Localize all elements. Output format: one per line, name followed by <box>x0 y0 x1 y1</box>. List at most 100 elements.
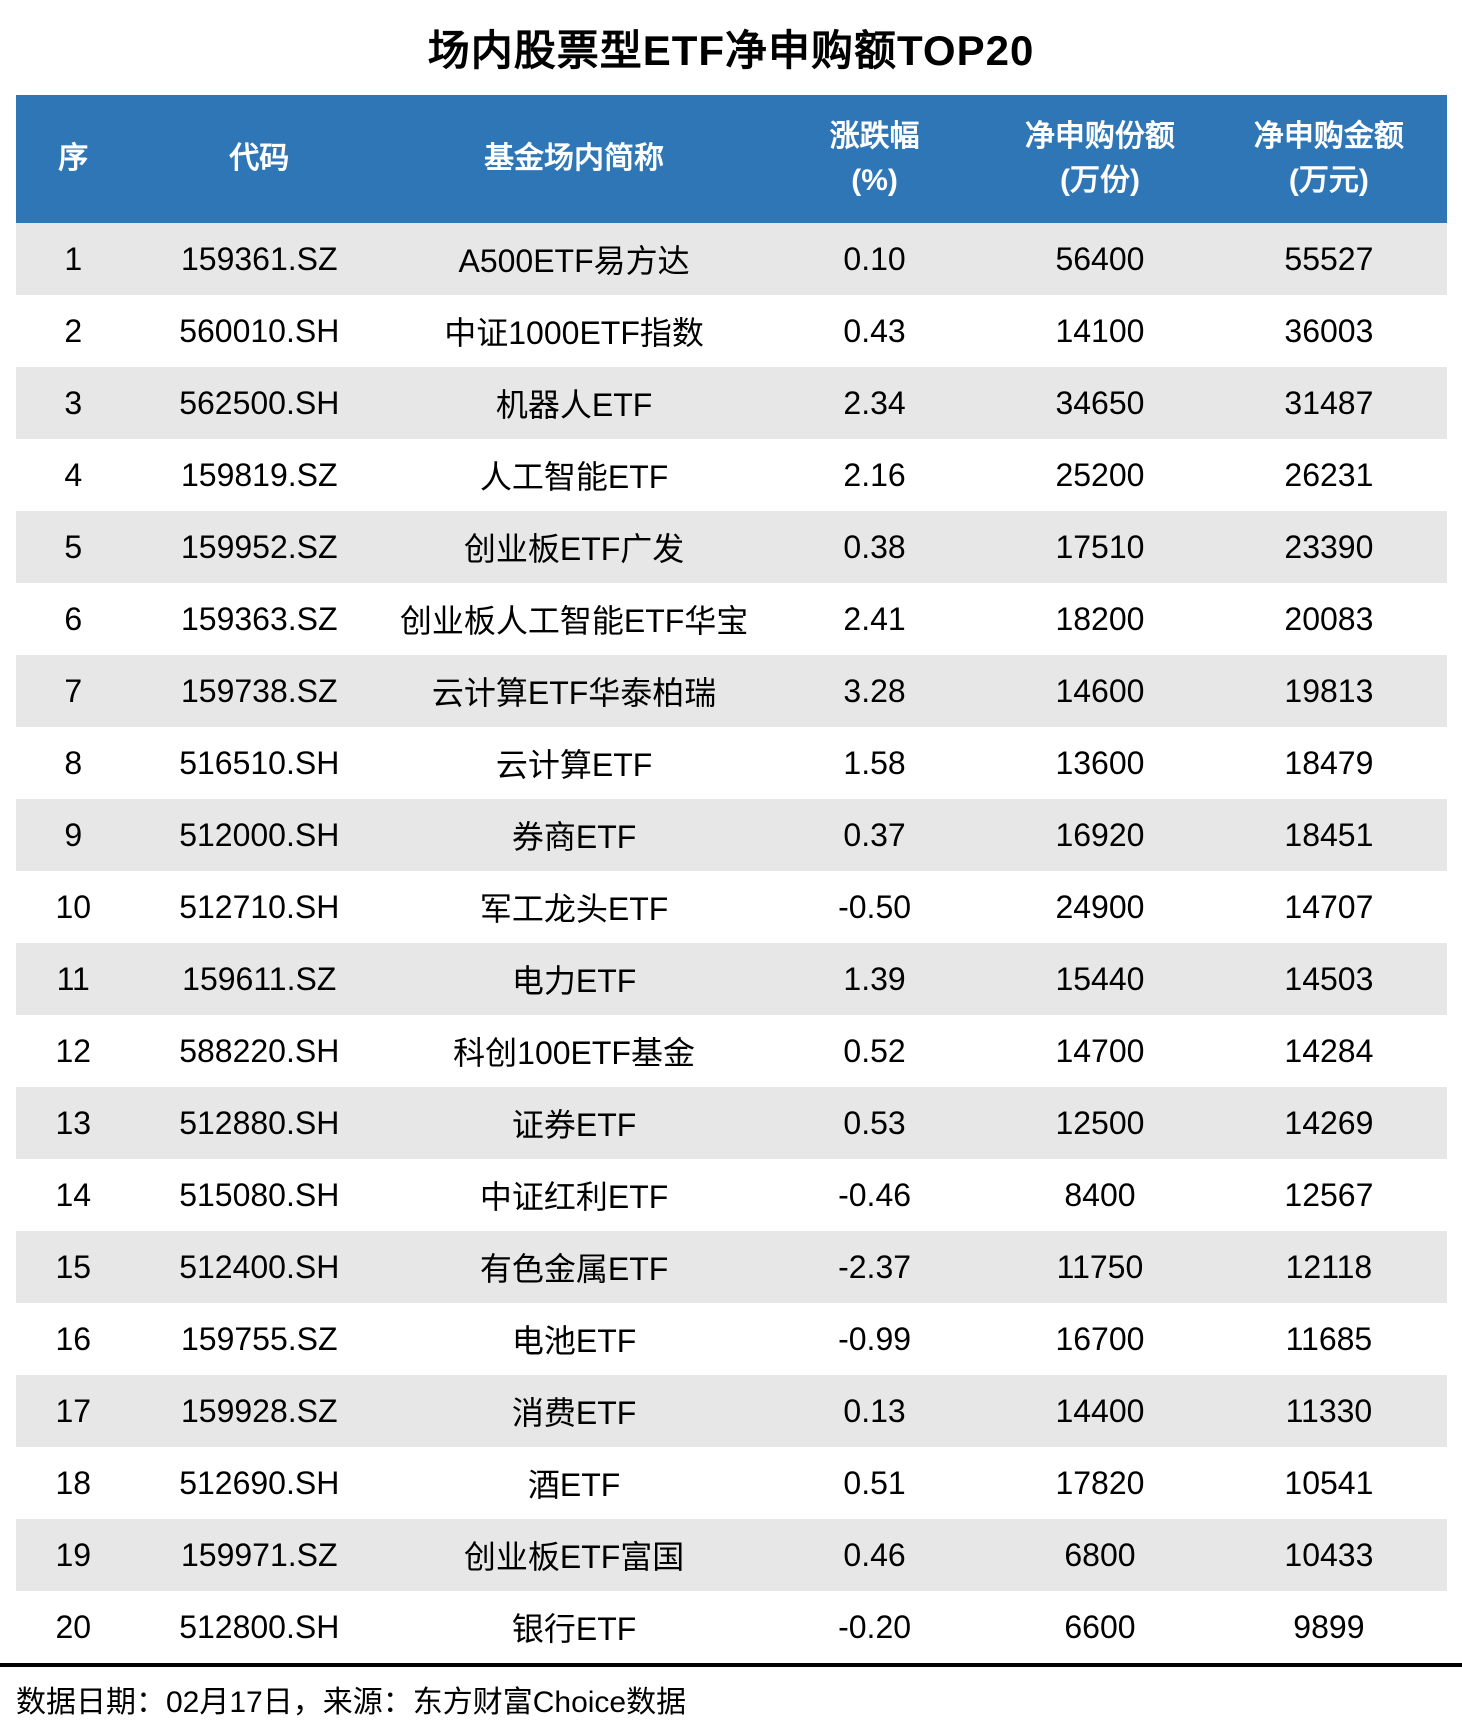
fund-name-cell: 创业板ETF广发 <box>463 531 685 567</box>
amount-cell: 11330 <box>1285 1392 1373 1429</box>
shares-cell: 14700 <box>1055 1032 1145 1069</box>
table-row: 6 159363.SZ 创业板人工智能ETF华宝 2.41 18200 20083 <box>16 583 1447 655</box>
shares-cell: 34650 <box>1055 384 1145 421</box>
rank-cell: 7 <box>64 672 83 709</box>
code-cell: 512400.SH <box>179 1248 340 1285</box>
rank-cell: 9 <box>64 816 83 853</box>
amount-cell: 14707 <box>1284 888 1374 925</box>
table-row: 3 562500.SH 机器人ETF 2.34 34650 31487 <box>16 367 1447 439</box>
code-cell: 159819.SZ <box>180 456 338 493</box>
amount-cell: 36003 <box>1284 312 1374 349</box>
table-row: 8 516510.SH 云计算ETF 1.58 13600 18479 <box>16 727 1447 799</box>
page-title: 场内股票型ETF净申购额TOP20 <box>427 27 1035 74</box>
amount-cell: 12567 <box>1284 1176 1374 1213</box>
amount-cell: 9899 <box>1293 1608 1365 1645</box>
change-pct-cell: 1.39 <box>843 960 906 997</box>
rank-cell: 15 <box>55 1248 92 1285</box>
footer-divider <box>0 1663 1462 1667</box>
change-pct-cell: 0.13 <box>843 1392 906 1429</box>
amount-cell: 20083 <box>1284 600 1374 637</box>
rank-cell: 5 <box>64 528 83 565</box>
table-row: 7 159738.SZ 云计算ETF华泰柏瑞 3.28 14600 19813 <box>16 655 1447 727</box>
rank-cell: 6 <box>64 600 83 637</box>
table-row: 18 512690.SH 酒ETF 0.51 17820 10541 <box>16 1447 1447 1519</box>
amount-cell: 14503 <box>1284 960 1374 997</box>
change-pct-cell: -0.20 <box>838 1608 912 1645</box>
table-row: 12 588220.SH 科创100ETF基金 0.52 14700 14284 <box>16 1015 1447 1087</box>
code-cell: 159952.SZ <box>180 528 338 565</box>
fund-name-cell: 电力ETF <box>511 963 637 999</box>
code-cell: 512710.SH <box>179 888 340 925</box>
table-row: 15 512400.SH 有色金属ETF -2.37 11750 12118 <box>16 1231 1447 1303</box>
amount-cell: 14284 <box>1284 1032 1374 1069</box>
column-header-code: 代码 <box>229 142 290 175</box>
rank-cell: 16 <box>55 1320 92 1357</box>
table-row: 10 512710.SH 军工龙头ETF -0.50 24900 14707 <box>16 871 1447 943</box>
shares-cell: 13600 <box>1055 744 1145 781</box>
fund-name-cell: 创业板人工智能ETF华宝 <box>399 603 749 639</box>
table-row: 13 512880.SH 证券ETF 0.53 12500 14269 <box>16 1087 1447 1159</box>
fund-name-cell: 机器人ETF <box>495 387 653 423</box>
code-cell: 588220.SH <box>179 1032 340 1069</box>
fund-name-cell: 军工龙头ETF <box>479 891 669 927</box>
shares-cell: 14600 <box>1055 672 1145 709</box>
change-pct-cell: -0.99 <box>838 1320 912 1357</box>
shares-cell: 16920 <box>1055 816 1145 853</box>
change-pct-cell: 0.53 <box>843 1104 906 1141</box>
shares-cell: 11750 <box>1056 1248 1144 1285</box>
rank-cell: 8 <box>64 744 83 781</box>
rank-cell: 14 <box>55 1176 92 1213</box>
change-pct-cell: 0.43 <box>843 312 906 349</box>
fund-name-cell: 中证1000ETF指数 <box>444 315 704 351</box>
rank-cell: 3 <box>64 384 83 421</box>
table-row: 5 159952.SZ 创业板ETF广发 0.38 17510 23390 <box>16 511 1447 583</box>
column-header-change-pct: 涨跌幅 (%) <box>829 120 920 197</box>
data-source-note: 数据日期：02月17日，来源：东方财富Choice数据 <box>16 1686 687 1719</box>
table-row: 9 512000.SH 券商ETF 0.37 16920 18451 <box>16 799 1447 871</box>
column-header-fund-name: 基金场内简称 <box>484 142 665 175</box>
code-cell: 515080.SH <box>179 1176 340 1213</box>
fund-name-cell: 有色金属ETF <box>479 1251 669 1287</box>
rank-cell: 13 <box>55 1104 92 1141</box>
column-header-rank: 序 <box>58 142 89 175</box>
amount-cell: 12118 <box>1285 1248 1373 1285</box>
amount-cell: 31487 <box>1284 384 1374 421</box>
code-cell: 512000.SH <box>179 816 340 853</box>
amount-cell: 10541 <box>1284 1464 1374 1501</box>
fund-name-cell: 云计算ETF华泰柏瑞 <box>431 675 717 711</box>
code-cell: 512880.SH <box>179 1104 340 1141</box>
amount-cell: 10433 <box>1284 1536 1374 1573</box>
column-header-net-subscription-amount: 净申购金额 (万元) <box>1253 120 1404 197</box>
code-cell: 562500.SH <box>179 384 340 421</box>
code-cell: 560010.SH <box>179 312 340 349</box>
shares-cell: 18200 <box>1055 600 1145 637</box>
shares-cell: 17510 <box>1055 528 1145 565</box>
etf-table: 序 代码 基金场内简称 涨跌幅 (%) 净申购份额 (万份) 净申购金额 (万 <box>16 95 1447 1663</box>
table-row: 19 159971.SZ 创业板ETF富国 0.46 6800 10433 <box>16 1519 1447 1591</box>
table-row: 17 159928.SZ 消费ETF 0.13 14400 11330 <box>16 1375 1447 1447</box>
rank-cell: 20 <box>55 1608 92 1645</box>
amount-cell: 18451 <box>1284 816 1374 853</box>
code-cell: 159363.SZ <box>180 600 338 637</box>
shares-cell: 25200 <box>1055 456 1145 493</box>
change-pct-cell: -0.46 <box>838 1176 912 1213</box>
rank-cell: 18 <box>55 1464 92 1501</box>
fund-name-cell: 创业板ETF富国 <box>463 1539 685 1575</box>
shares-cell: 6800 <box>1064 1536 1136 1573</box>
change-pct-cell: 3.28 <box>843 672 906 709</box>
code-cell: 512690.SH <box>179 1464 340 1501</box>
change-pct-cell: 2.41 <box>843 600 906 637</box>
fund-name-cell: 证券ETF <box>511 1107 637 1143</box>
amount-cell: 19813 <box>1284 672 1374 709</box>
rank-cell: 4 <box>64 456 83 493</box>
change-pct-cell: 2.16 <box>843 456 906 493</box>
rank-cell: 2 <box>64 312 83 349</box>
fund-name-cell: 科创100ETF基金 <box>453 1035 695 1071</box>
shares-cell: 14100 <box>1055 312 1145 349</box>
shares-cell: 6600 <box>1064 1608 1136 1645</box>
amount-cell: 14269 <box>1284 1104 1374 1141</box>
fund-name-cell: 中证红利ETF <box>479 1179 669 1215</box>
rank-cell: 19 <box>55 1536 92 1573</box>
column-header-net-subscription-shares: 净申购份额 (万份) <box>1024 120 1175 197</box>
